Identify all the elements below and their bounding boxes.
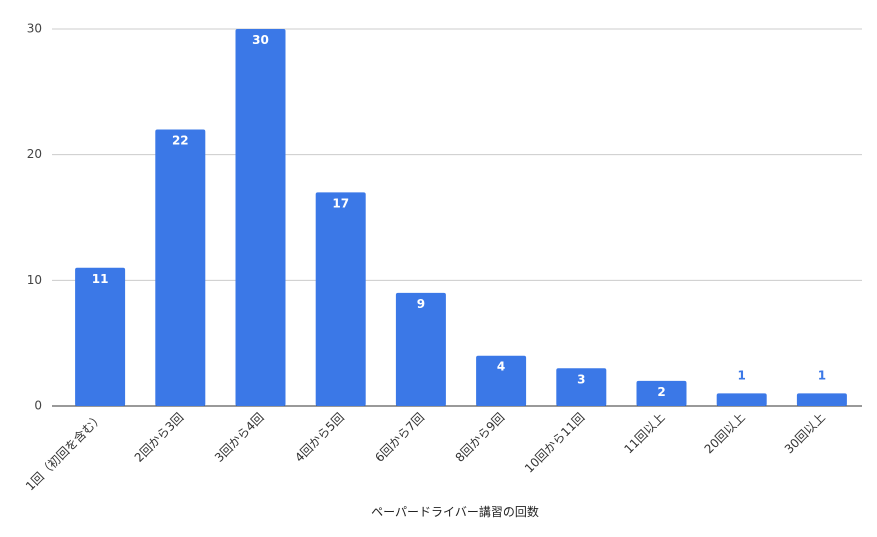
x-tick-label: 6回から7回 (372, 410, 427, 465)
x-tick-label: 30回以上 (782, 410, 828, 456)
data-label: 2 (657, 385, 665, 399)
bar (75, 267, 126, 406)
bar (395, 292, 446, 406)
data-label: 17 (332, 196, 349, 210)
y-tick-label: 20 (27, 147, 42, 161)
bar (155, 129, 206, 407)
data-label: 1 (738, 368, 746, 382)
data-label: 22 (172, 134, 189, 148)
y-axis-ticks: 0 10 20 30 (27, 22, 42, 413)
data-label: 4 (497, 360, 505, 374)
bar (716, 393, 767, 406)
x-tick-label: 3回から4回 (212, 410, 267, 465)
x-tick-label: 11回以上 (621, 410, 667, 456)
y-tick-label: 0 (34, 399, 42, 413)
y-tick-label: 30 (27, 22, 42, 36)
data-label: 11 (92, 272, 109, 286)
data-label: 9 (417, 297, 425, 311)
x-tick-label: 2回から3回 (132, 410, 187, 465)
bar (315, 192, 366, 406)
bar (476, 355, 527, 406)
bar (796, 393, 847, 406)
bar (636, 380, 687, 406)
x-axis-ticks: 1回（初回を含む） 2回から3回 3回から4回 4回から5回 6回から7回 8回から9回 1… (22, 410, 828, 494)
x-tick-label: 4回から5回 (292, 410, 347, 465)
bar (235, 29, 286, 406)
x-tick-label: 10回から11回 (522, 410, 587, 475)
data-label: 30 (252, 33, 269, 47)
data-label: 3 (577, 372, 585, 386)
bars (75, 29, 847, 407)
x-tick-label: 8回から9回 (453, 410, 508, 465)
x-tick-label: 20回以上 (702, 410, 748, 456)
y-tick-label: 10 (27, 273, 42, 287)
x-axis-title: ペーパードライバー講習の回数 (371, 504, 539, 519)
data-label: 1 (818, 368, 826, 382)
x-tick-label: 1回（初回を含む） (22, 410, 106, 494)
bar (556, 368, 607, 406)
